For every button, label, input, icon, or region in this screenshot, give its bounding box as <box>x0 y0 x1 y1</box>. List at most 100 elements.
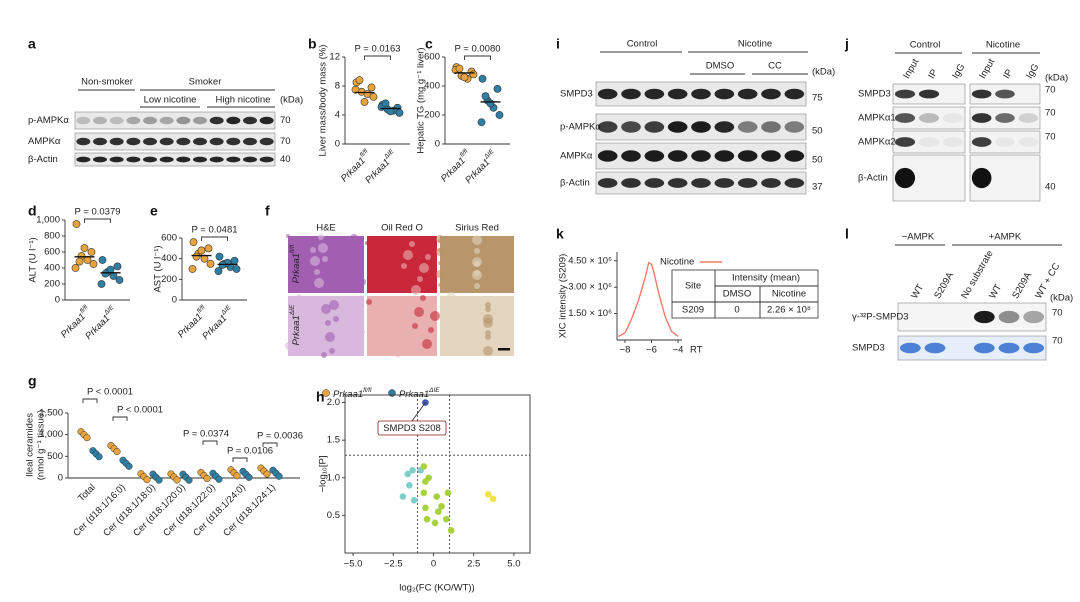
data-point <box>204 244 213 253</box>
group-label: Non-smoker <box>81 77 133 88</box>
data-point <box>75 257 84 266</box>
panel-label: b <box>308 36 317 52</box>
row-label: β-Actin <box>560 178 590 189</box>
label-base: Prkaa1 <box>438 155 467 184</box>
histology-texture <box>436 270 444 278</box>
histology-texture <box>354 256 362 264</box>
data-point <box>438 503 445 510</box>
blot <box>74 111 276 130</box>
histology-texture <box>375 263 383 271</box>
y-tick-label: 600 <box>44 247 60 258</box>
group-label: Nicotine <box>986 40 1020 51</box>
kda-marker: 40 <box>280 154 291 165</box>
histology-texture <box>329 300 339 310</box>
row-label: β-Actin <box>858 173 888 184</box>
histology-texture <box>417 276 423 282</box>
panel-label: l <box>845 226 849 242</box>
x-tick-label: Cer (d18:1/22:0) <box>161 482 218 539</box>
y-tick-label: 1,000 <box>39 429 63 440</box>
subgroup-label: DMSO <box>706 61 735 72</box>
data-point <box>399 493 407 500</box>
y-tick-label: 0 <box>55 295 60 306</box>
table-cell: 0 <box>734 305 739 316</box>
kda-marker: 75 <box>812 93 823 104</box>
blot-band <box>109 116 124 125</box>
subgroup-label: Low nicotine <box>144 95 197 106</box>
y-tick-label: 400 <box>161 253 177 264</box>
column-label: Sirius Red <box>455 223 499 234</box>
histology-texture <box>310 247 316 253</box>
blot-band <box>995 137 1015 147</box>
label-sup: ΔIE <box>289 304 296 316</box>
x-tick-label: 0 <box>431 559 436 570</box>
data-point <box>101 269 110 278</box>
label-base: Prkaa1 <box>175 311 204 340</box>
label-base: Prkaa1 <box>200 313 229 342</box>
legend-label: Nicotine <box>660 257 694 268</box>
x-tick-label: −6 <box>646 345 657 356</box>
blot-band <box>971 167 992 189</box>
label-base: Prkaa1 <box>291 253 302 283</box>
data-point <box>422 399 429 406</box>
blot-band <box>667 88 688 100</box>
x-axis-label: RT <box>690 345 703 356</box>
y-tick-label: 2.0 <box>327 397 340 408</box>
histology-texture <box>438 261 442 265</box>
data-point <box>420 489 428 497</box>
label-base: Prkaa1 <box>363 157 392 186</box>
y-tick-label: 400 <box>424 81 440 92</box>
subgroup-label: High nicotine <box>216 95 271 106</box>
row-label: β-Actin <box>28 154 58 165</box>
data-point <box>83 434 91 442</box>
row-label: SMPD3 <box>560 89 593 100</box>
y-tick-label: 500 <box>47 451 63 462</box>
blot-band <box>737 150 758 162</box>
p-bracket <box>201 236 228 241</box>
label-sup: ΔIE <box>428 387 440 394</box>
blot-band <box>597 150 618 162</box>
blot-band <box>597 178 618 188</box>
data-point <box>115 276 124 284</box>
data-point <box>489 495 497 503</box>
blot-band <box>995 89 1015 99</box>
data-point <box>486 99 495 108</box>
histology-texture <box>449 312 453 316</box>
blot-band <box>1018 113 1039 123</box>
data-point <box>89 260 98 268</box>
data-point <box>233 472 241 480</box>
histology-texture <box>333 316 339 322</box>
blot-band <box>243 156 257 163</box>
histology-texture <box>314 278 324 288</box>
histology-texture <box>411 285 421 295</box>
data-point <box>478 74 487 83</box>
histology-texture <box>354 247 358 251</box>
histology-texture <box>293 326 297 330</box>
blot-band <box>918 137 940 147</box>
blot-band <box>176 137 191 146</box>
column-label: H&E <box>316 223 336 234</box>
column-label: Oil Red O <box>381 223 423 234</box>
kda-marker: 70 <box>1045 85 1056 96</box>
p-value: P = 0.0379 <box>74 207 120 218</box>
histology-texture <box>373 276 377 280</box>
kda-marker: 70 <box>280 136 291 147</box>
data-point <box>433 493 440 500</box>
blot-band <box>126 116 141 125</box>
kda-marker: 70 <box>1052 336 1063 347</box>
blot-band <box>621 150 641 162</box>
histology-texture <box>310 256 320 266</box>
p-bracket <box>232 457 248 462</box>
data-point <box>410 497 418 504</box>
blot-band <box>667 178 688 188</box>
blot-band <box>714 121 735 133</box>
data-point <box>97 280 106 288</box>
label-sup: fl/fl <box>289 244 296 253</box>
kda-marker: 37 <box>812 182 823 193</box>
x-tick-label: Cer (d18:1/16:0) <box>71 482 128 539</box>
blot-band <box>644 150 665 162</box>
y-tick-label: 1.50 × 10⁶ <box>568 308 612 319</box>
blot-band <box>691 150 711 162</box>
label-sup: fl/fl <box>458 147 469 158</box>
data-point <box>275 472 283 480</box>
data-point <box>409 466 416 474</box>
